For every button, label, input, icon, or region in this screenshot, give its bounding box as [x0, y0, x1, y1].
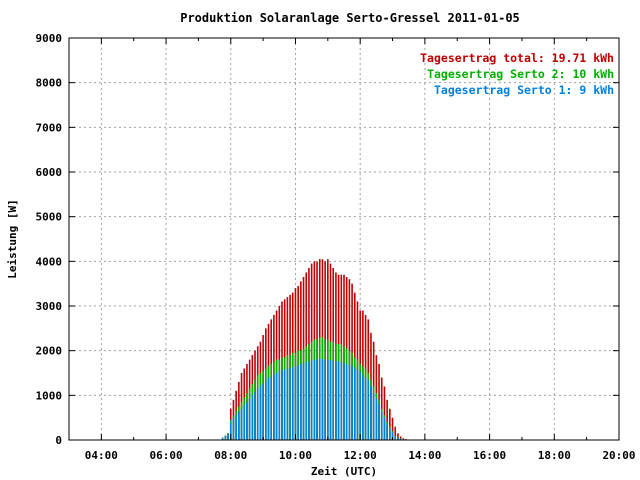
y-tick-label: 9000	[36, 32, 63, 45]
y-tick-label: 0	[55, 434, 62, 447]
y-tick-label: 4000	[36, 255, 63, 268]
ticks-layer: 0 1000 2000 3000 4000 5000 6000 7000 8000 9000 04:…	[36, 32, 636, 462]
y-tick-label: 1000	[36, 389, 63, 402]
y-tick-label: 8000	[36, 77, 63, 90]
x-tick-label: 06:00	[149, 449, 182, 462]
legend: Tagesertrag total: 19.71 kWh Tagesertrag …	[420, 51, 614, 97]
y-tick-label: 3000	[36, 300, 63, 313]
chart-title: Produktion Solaranlage Serto-Gressel 201…	[180, 11, 520, 25]
x-tick-label: 14:00	[408, 449, 441, 462]
plot-frame	[68, 37, 620, 441]
x-tick-label: 16:00	[473, 449, 506, 462]
x-tick-label: 20:00	[602, 449, 635, 462]
y-tick-label: 5000	[36, 211, 63, 224]
x-tick-label: 18:00	[538, 449, 571, 462]
legend-entry: Tagesertrag Serto 1: 9 kWh	[434, 83, 614, 97]
legend-entry: Tagesertrag total: 19.71 kWh	[420, 51, 614, 65]
x-tick-label: 10:00	[279, 449, 312, 462]
x-tick-label: 04:00	[85, 449, 118, 462]
bars-layer	[221, 259, 413, 440]
y-tick-label: 7000	[36, 121, 63, 134]
y-tick-label: 2000	[36, 345, 63, 358]
x-axis-label: Zeit (UTC)	[311, 465, 377, 478]
legend-entry: Tagesertrag Serto 2: 10 kWh	[427, 67, 614, 81]
y-tick-label: 6000	[36, 166, 63, 179]
y-axis-label: Leistung [W]	[6, 199, 19, 278]
x-tick-label: 08:00	[214, 449, 247, 462]
x-tick-label: 12:00	[344, 449, 377, 462]
